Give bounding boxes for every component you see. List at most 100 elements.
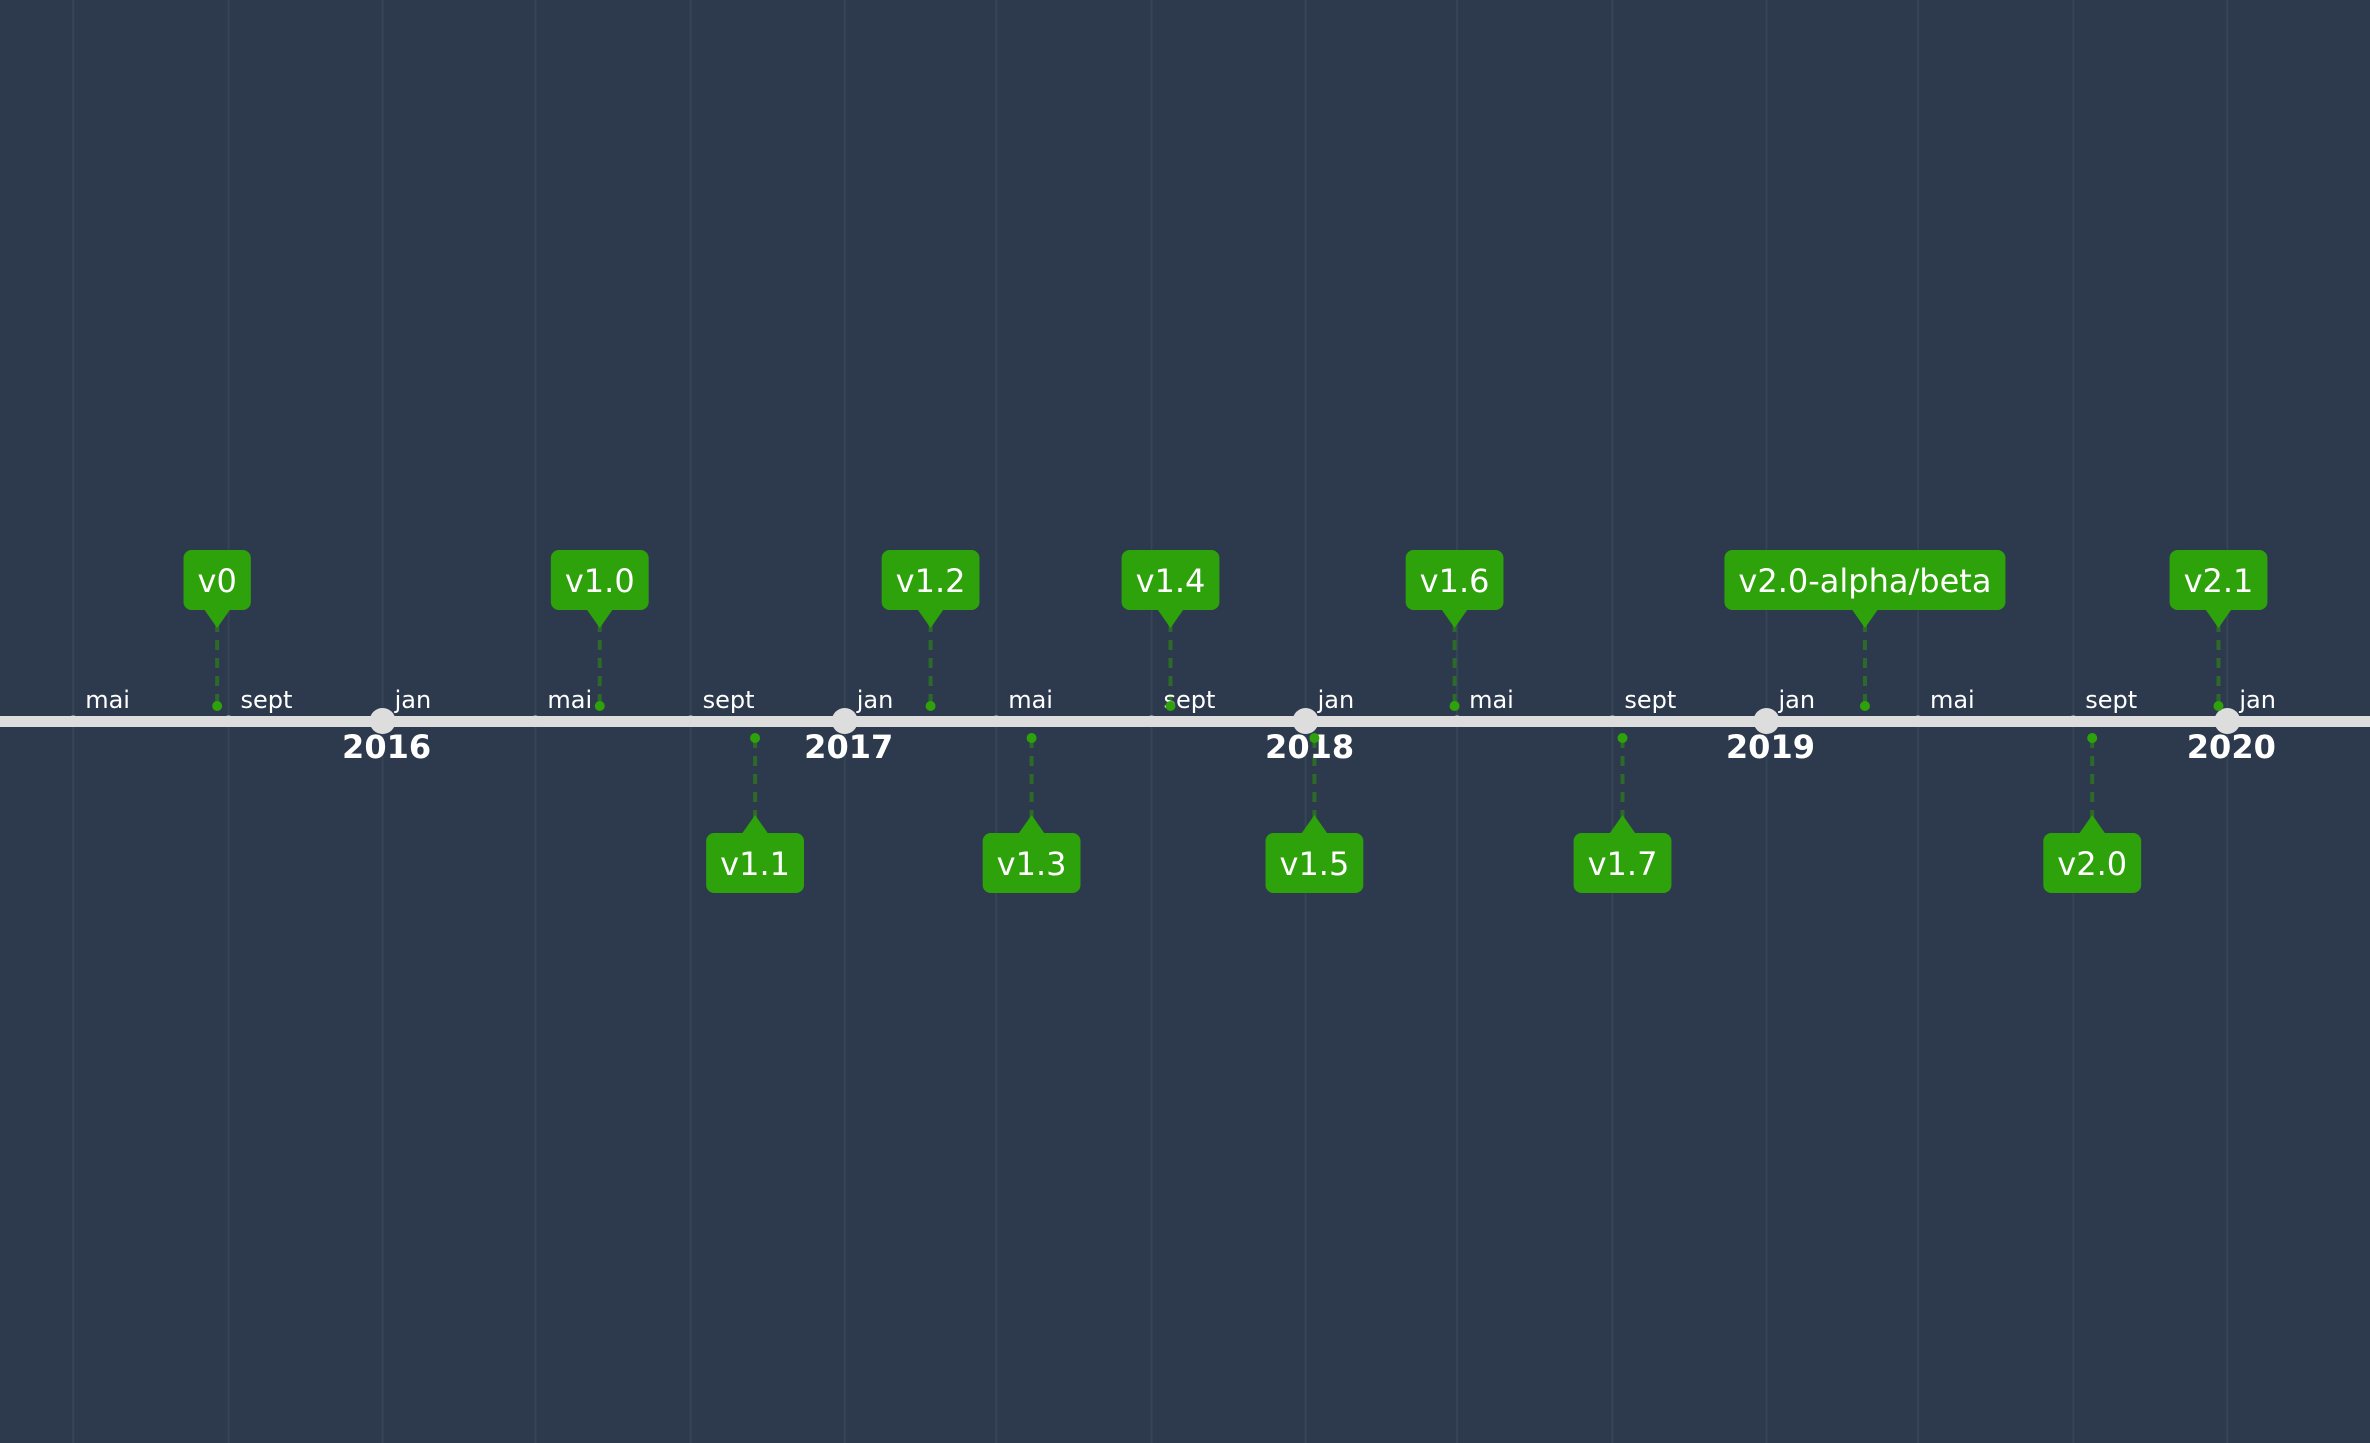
month-label: mai bbox=[1930, 686, 1975, 714]
release-label: v1.4 bbox=[1136, 562, 1206, 600]
release-date-dot bbox=[1617, 733, 1628, 743]
month-label: sept bbox=[1624, 686, 1676, 714]
release-date-dot bbox=[1309, 733, 1320, 743]
month-label: jan bbox=[2238, 686, 2276, 714]
release-label: v1.7 bbox=[1588, 845, 1658, 883]
release-v1-6[interactable]: v1.6 bbox=[1405, 550, 1504, 711]
release-box bbox=[2043, 833, 2142, 893]
release-v2-0[interactable]: v2.0 bbox=[2043, 733, 2142, 893]
month-label: mai bbox=[85, 686, 130, 714]
month-label: mai bbox=[1008, 686, 1053, 714]
year-tick-dot bbox=[369, 708, 396, 734]
month-label: sept bbox=[2085, 686, 2137, 714]
release-label: v2.0-alpha/beta bbox=[1738, 562, 1991, 600]
release-pointer bbox=[916, 608, 945, 628]
release-date-dot bbox=[2213, 701, 2224, 711]
release-markers: v0 v1.0 v1.1 v1.2 v1.3 v1.4 v1.5 v1.6 v1.7 v2.0-a… bbox=[183, 550, 2268, 893]
release-pointer bbox=[741, 815, 770, 835]
release-label: v0 bbox=[198, 562, 237, 600]
release-label: v1.0 bbox=[565, 562, 635, 600]
release-label: v2.1 bbox=[2184, 562, 2254, 600]
release-date-dot bbox=[2087, 733, 2098, 743]
release-v1-1[interactable]: v1.1 bbox=[706, 733, 804, 893]
month-label: sept bbox=[703, 686, 755, 714]
release-box bbox=[2169, 550, 2268, 610]
release-label: v1.6 bbox=[1420, 562, 1490, 600]
release-date-dot bbox=[594, 701, 605, 711]
release-v1-5[interactable]: v1.5 bbox=[1265, 733, 1364, 893]
axis-ticks: mai sept jan mai sept jan mai sept jan mai sept jan… bbox=[67, 686, 2276, 734]
month-tick-dot bbox=[2067, 715, 2079, 727]
year-label-2018: 2018 bbox=[1265, 728, 1354, 766]
release-box bbox=[1121, 550, 1220, 610]
month-tick-dot bbox=[990, 715, 1002, 727]
release-pointer bbox=[1156, 608, 1185, 628]
release-connectors bbox=[215, 622, 2221, 821]
release-box bbox=[1265, 833, 1364, 893]
release-date-dot bbox=[1165, 701, 1176, 711]
month-tick-dot bbox=[685, 715, 697, 727]
release-date-dot bbox=[750, 733, 761, 743]
month-tick-dot bbox=[1606, 715, 1618, 727]
release-box bbox=[550, 550, 649, 610]
release-label: v2.0 bbox=[2057, 845, 2127, 883]
month-tick-dot bbox=[1912, 715, 1924, 727]
release-pointer bbox=[2204, 608, 2233, 628]
release-date-dot bbox=[1026, 733, 1037, 743]
release-v2-0-alpha-beta[interactable]: v2.0-alpha/beta bbox=[1724, 550, 2006, 711]
release-pointer bbox=[585, 608, 614, 628]
month-label: mai bbox=[1469, 686, 1514, 714]
release-box bbox=[1405, 550, 1504, 610]
release-pointer bbox=[1850, 608, 1879, 628]
release-box bbox=[1724, 550, 2006, 610]
year-labels: 2016 2017 2018 2019 2020 bbox=[342, 728, 2276, 766]
month-tick-dot bbox=[67, 715, 79, 727]
release-date-dot bbox=[925, 701, 936, 711]
month-label: sept bbox=[241, 686, 293, 714]
release-v1-0[interactable]: v1.0 bbox=[550, 550, 649, 711]
year-tick-dot bbox=[1753, 708, 1780, 734]
release-date-dot bbox=[1859, 701, 1870, 711]
month-label: jan bbox=[394, 686, 432, 714]
month-label: mai bbox=[547, 686, 592, 714]
release-label: v1.3 bbox=[997, 845, 1067, 883]
year-tick-dot bbox=[1292, 708, 1319, 734]
release-pointer bbox=[1300, 815, 1329, 835]
release-pointer bbox=[203, 608, 232, 628]
year-label-2016: 2016 bbox=[342, 728, 431, 766]
month-label: jan bbox=[1317, 686, 1355, 714]
release-label: v1.2 bbox=[896, 562, 966, 600]
release-box bbox=[183, 550, 251, 610]
release-box bbox=[1573, 833, 1672, 893]
release-pointer bbox=[1608, 815, 1637, 835]
year-label-2017: 2017 bbox=[804, 728, 893, 766]
month-tick-dot bbox=[1146, 715, 1158, 727]
release-pointer bbox=[2078, 815, 2107, 835]
timeline-axis bbox=[0, 716, 2370, 727]
release-label: v1.5 bbox=[1280, 845, 1350, 883]
release-v1-4[interactable]: v1.4 bbox=[1121, 550, 1220, 711]
release-pointer bbox=[1017, 815, 1046, 835]
month-tick-dot bbox=[1451, 715, 1463, 727]
release-box bbox=[881, 550, 980, 610]
release-date-dot bbox=[1449, 701, 1460, 711]
release-date-dot bbox=[212, 701, 223, 711]
month-label: jan bbox=[856, 686, 894, 714]
release-v0[interactable]: v0 bbox=[183, 550, 251, 711]
release-box bbox=[982, 833, 1081, 893]
release-v2-1[interactable]: v2.1 bbox=[2169, 550, 2268, 711]
release-label: v1.1 bbox=[720, 845, 790, 883]
month-label: jan bbox=[1777, 686, 1815, 714]
month-tick-dot bbox=[223, 715, 235, 727]
release-v1-2[interactable]: v1.2 bbox=[881, 550, 980, 711]
release-v1-7[interactable]: v1.7 bbox=[1573, 733, 1672, 893]
release-v1-3[interactable]: v1.3 bbox=[982, 733, 1081, 893]
month-tick-dot bbox=[529, 715, 541, 727]
year-tick-dot bbox=[831, 708, 858, 734]
year-label-2020: 2020 bbox=[2187, 728, 2276, 766]
release-pointer bbox=[1440, 608, 1469, 628]
year-tick-dot bbox=[2214, 708, 2241, 734]
year-label-2019: 2019 bbox=[1726, 728, 1815, 766]
release-box bbox=[706, 833, 804, 893]
